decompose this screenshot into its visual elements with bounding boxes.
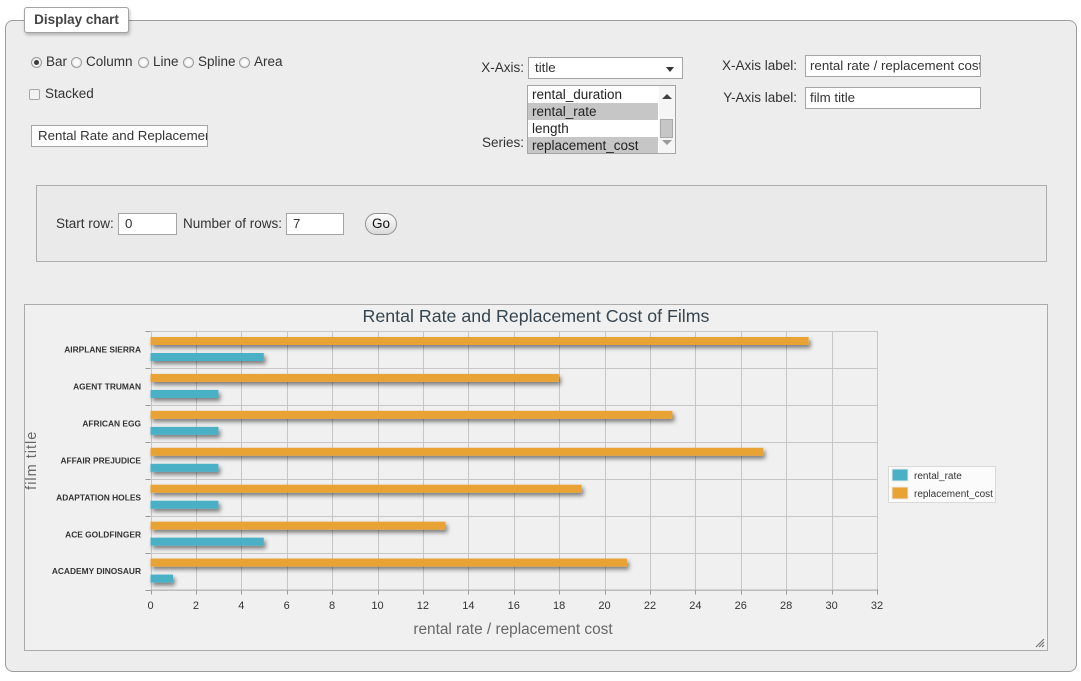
svg-text:AIRPLANE SIERRA: AIRPLANE SIERRA (64, 345, 141, 355)
svg-text:AGENT TRUMAN: AGENT TRUMAN (73, 382, 141, 392)
svg-text:22: 22 (644, 600, 656, 612)
svg-text:32: 32 (871, 600, 883, 612)
svg-text:AFRICAN EGG: AFRICAN EGG (82, 419, 141, 429)
svg-text:12: 12 (417, 600, 429, 612)
svg-text:2: 2 (193, 600, 199, 612)
svg-text:4: 4 (238, 600, 244, 612)
svg-text:16: 16 (508, 600, 520, 612)
svg-text:18: 18 (553, 600, 565, 612)
svg-text:Rental Rate and Replacement Co: Rental Rate and Replacement Cost of Film… (363, 306, 710, 326)
svg-text:8: 8 (329, 600, 335, 612)
svg-text:replacement_cost: replacement_cost (914, 489, 993, 500)
svg-text:film title: film title (24, 431, 40, 490)
svg-text:20: 20 (598, 600, 610, 612)
svg-text:24: 24 (689, 600, 701, 612)
svg-text:28: 28 (780, 600, 792, 612)
svg-text:rental rate / replacement cost: rental rate / replacement cost (413, 621, 613, 638)
svg-text:ACADEMY DINOSAUR: ACADEMY DINOSAUR (52, 566, 141, 576)
svg-text:ADAPTATION HOLES: ADAPTATION HOLES (56, 492, 141, 502)
svg-text:rental_rate: rental_rate (914, 471, 962, 482)
svg-text:6: 6 (284, 600, 290, 612)
svg-text:30: 30 (825, 600, 837, 612)
svg-text:AFFAIR PREJUDICE: AFFAIR PREJUDICE (60, 455, 141, 465)
svg-text:26: 26 (735, 600, 747, 612)
svg-text:10: 10 (371, 600, 383, 612)
svg-text:0: 0 (147, 600, 153, 612)
svg-text:14: 14 (462, 600, 474, 612)
svg-text:ACE GOLDFINGER: ACE GOLDFINGER (65, 529, 141, 539)
